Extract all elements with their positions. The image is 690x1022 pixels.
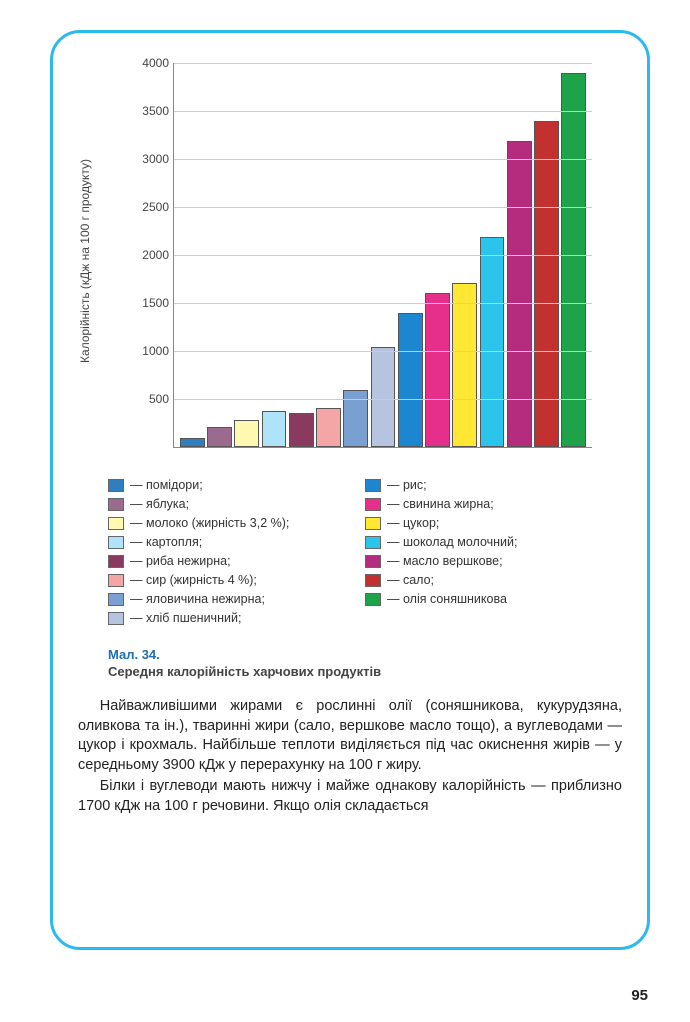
gridline	[174, 399, 592, 400]
legend-label: — картопля;	[130, 535, 202, 549]
legend-swatch	[365, 593, 381, 606]
legend-column-left: — помідори; — яблука; — молоко (жирність 3…	[108, 478, 365, 625]
bar	[507, 141, 532, 447]
legend-item: — помідори;	[108, 478, 365, 492]
legend-swatch	[365, 536, 381, 549]
page-frame: Калорійність (кДж на 100 г продукту) 500…	[50, 30, 650, 950]
legend-column-right: — рис; — свинина жирна; — цукор; — шоколад …	[365, 478, 622, 625]
gridline	[174, 207, 592, 208]
bar	[262, 411, 287, 447]
chart-legend: — помідори; — яблука; — молоко (жирність 3…	[108, 478, 622, 625]
legend-swatch	[108, 612, 124, 625]
chart-plot: 5001000150020002500300035004000	[173, 63, 592, 448]
legend-item: — молоко (жирність 3,2 %);	[108, 516, 365, 530]
legend-item: — цукор;	[365, 516, 622, 530]
legend-item: — свинина жирна;	[365, 497, 622, 511]
gridline	[174, 159, 592, 160]
legend-label: — сало;	[387, 573, 434, 587]
legend-swatch	[365, 517, 381, 530]
gridline	[174, 303, 592, 304]
bar	[207, 427, 232, 447]
caption-number: Мал. 34.	[108, 647, 622, 662]
y-tick-label: 2500	[134, 200, 169, 214]
legend-item: — яблука;	[108, 497, 365, 511]
bar	[371, 347, 396, 447]
legend-label: — яблука;	[130, 497, 189, 511]
caption-text: Середня калорійність харчових продуктів	[108, 664, 622, 679]
legend-swatch	[108, 498, 124, 511]
legend-label: — рис;	[387, 478, 427, 492]
bar	[452, 283, 477, 447]
bar	[289, 413, 314, 447]
y-tick-label: 3500	[134, 104, 169, 118]
y-tick-label: 4000	[134, 56, 169, 70]
legend-item: — яловичина нежирна;	[108, 592, 365, 606]
legend-swatch	[365, 479, 381, 492]
legend-item: — картопля;	[108, 535, 365, 549]
y-tick-label: 2000	[134, 248, 169, 262]
bar-chart: Калорійність (кДж на 100 г продукту) 500…	[133, 63, 612, 458]
legend-label: — олія соняшникова	[387, 592, 507, 606]
legend-label: — масло вершкове;	[387, 554, 503, 568]
bar	[425, 293, 450, 447]
legend-label: — яловичина нежирна;	[130, 592, 265, 606]
legend-item: — хліб пшеничний;	[108, 611, 365, 625]
bar	[480, 237, 505, 447]
legend-swatch	[365, 555, 381, 568]
legend-item: — риба нежирна;	[108, 554, 365, 568]
legend-label: — молоко (жирність 3,2 %);	[130, 516, 289, 530]
bar	[561, 73, 586, 447]
gridline	[174, 255, 592, 256]
figure-caption: Мал. 34. Середня калорійність харчових п…	[108, 647, 622, 679]
bar	[398, 313, 423, 447]
y-tick-label: 1500	[134, 296, 169, 310]
gridline	[174, 63, 592, 64]
bar	[316, 408, 341, 447]
y-tick-label: 3000	[134, 152, 169, 166]
bar	[180, 438, 205, 447]
legend-item: — сир (жирність 4 %);	[108, 573, 365, 587]
y-tick-label: 500	[134, 392, 169, 406]
legend-swatch	[365, 498, 381, 511]
legend-swatch	[365, 574, 381, 587]
y-axis-label: Калорійність (кДж на 100 г продукту)	[78, 159, 92, 363]
legend-swatch	[108, 574, 124, 587]
legend-item: — рис;	[365, 478, 622, 492]
y-tick-label: 1000	[134, 344, 169, 358]
legend-label: — сир (жирність 4 %);	[130, 573, 257, 587]
body-text: Найважливішими жирами є рослинні олії (с…	[78, 697, 622, 816]
legend-label: — риба нежирна;	[130, 554, 231, 568]
legend-label: — цукор;	[387, 516, 439, 530]
paragraph-1: Найважливішими жирами є рослинні олії (с…	[78, 697, 622, 775]
legend-item: — шоколад молочний;	[365, 535, 622, 549]
legend-swatch	[108, 536, 124, 549]
legend-swatch	[108, 593, 124, 606]
legend-swatch	[108, 517, 124, 530]
bar	[234, 420, 259, 447]
legend-item: — олія соняшникова	[365, 592, 622, 606]
gridline	[174, 351, 592, 352]
legend-swatch	[108, 555, 124, 568]
legend-label: — свинина жирна;	[387, 497, 494, 511]
legend-item: — сало;	[365, 573, 622, 587]
legend-label: — шоколад молочний;	[387, 535, 518, 549]
legend-label: — хліб пшеничний;	[130, 611, 241, 625]
page-number: 95	[631, 987, 648, 1004]
legend-label: — помідори;	[130, 478, 203, 492]
paragraph-2: Білки і вуглеводи мають нижчу і майже од…	[78, 777, 622, 816]
gridline	[174, 111, 592, 112]
legend-swatch	[108, 479, 124, 492]
legend-item: — масло вершкове;	[365, 554, 622, 568]
